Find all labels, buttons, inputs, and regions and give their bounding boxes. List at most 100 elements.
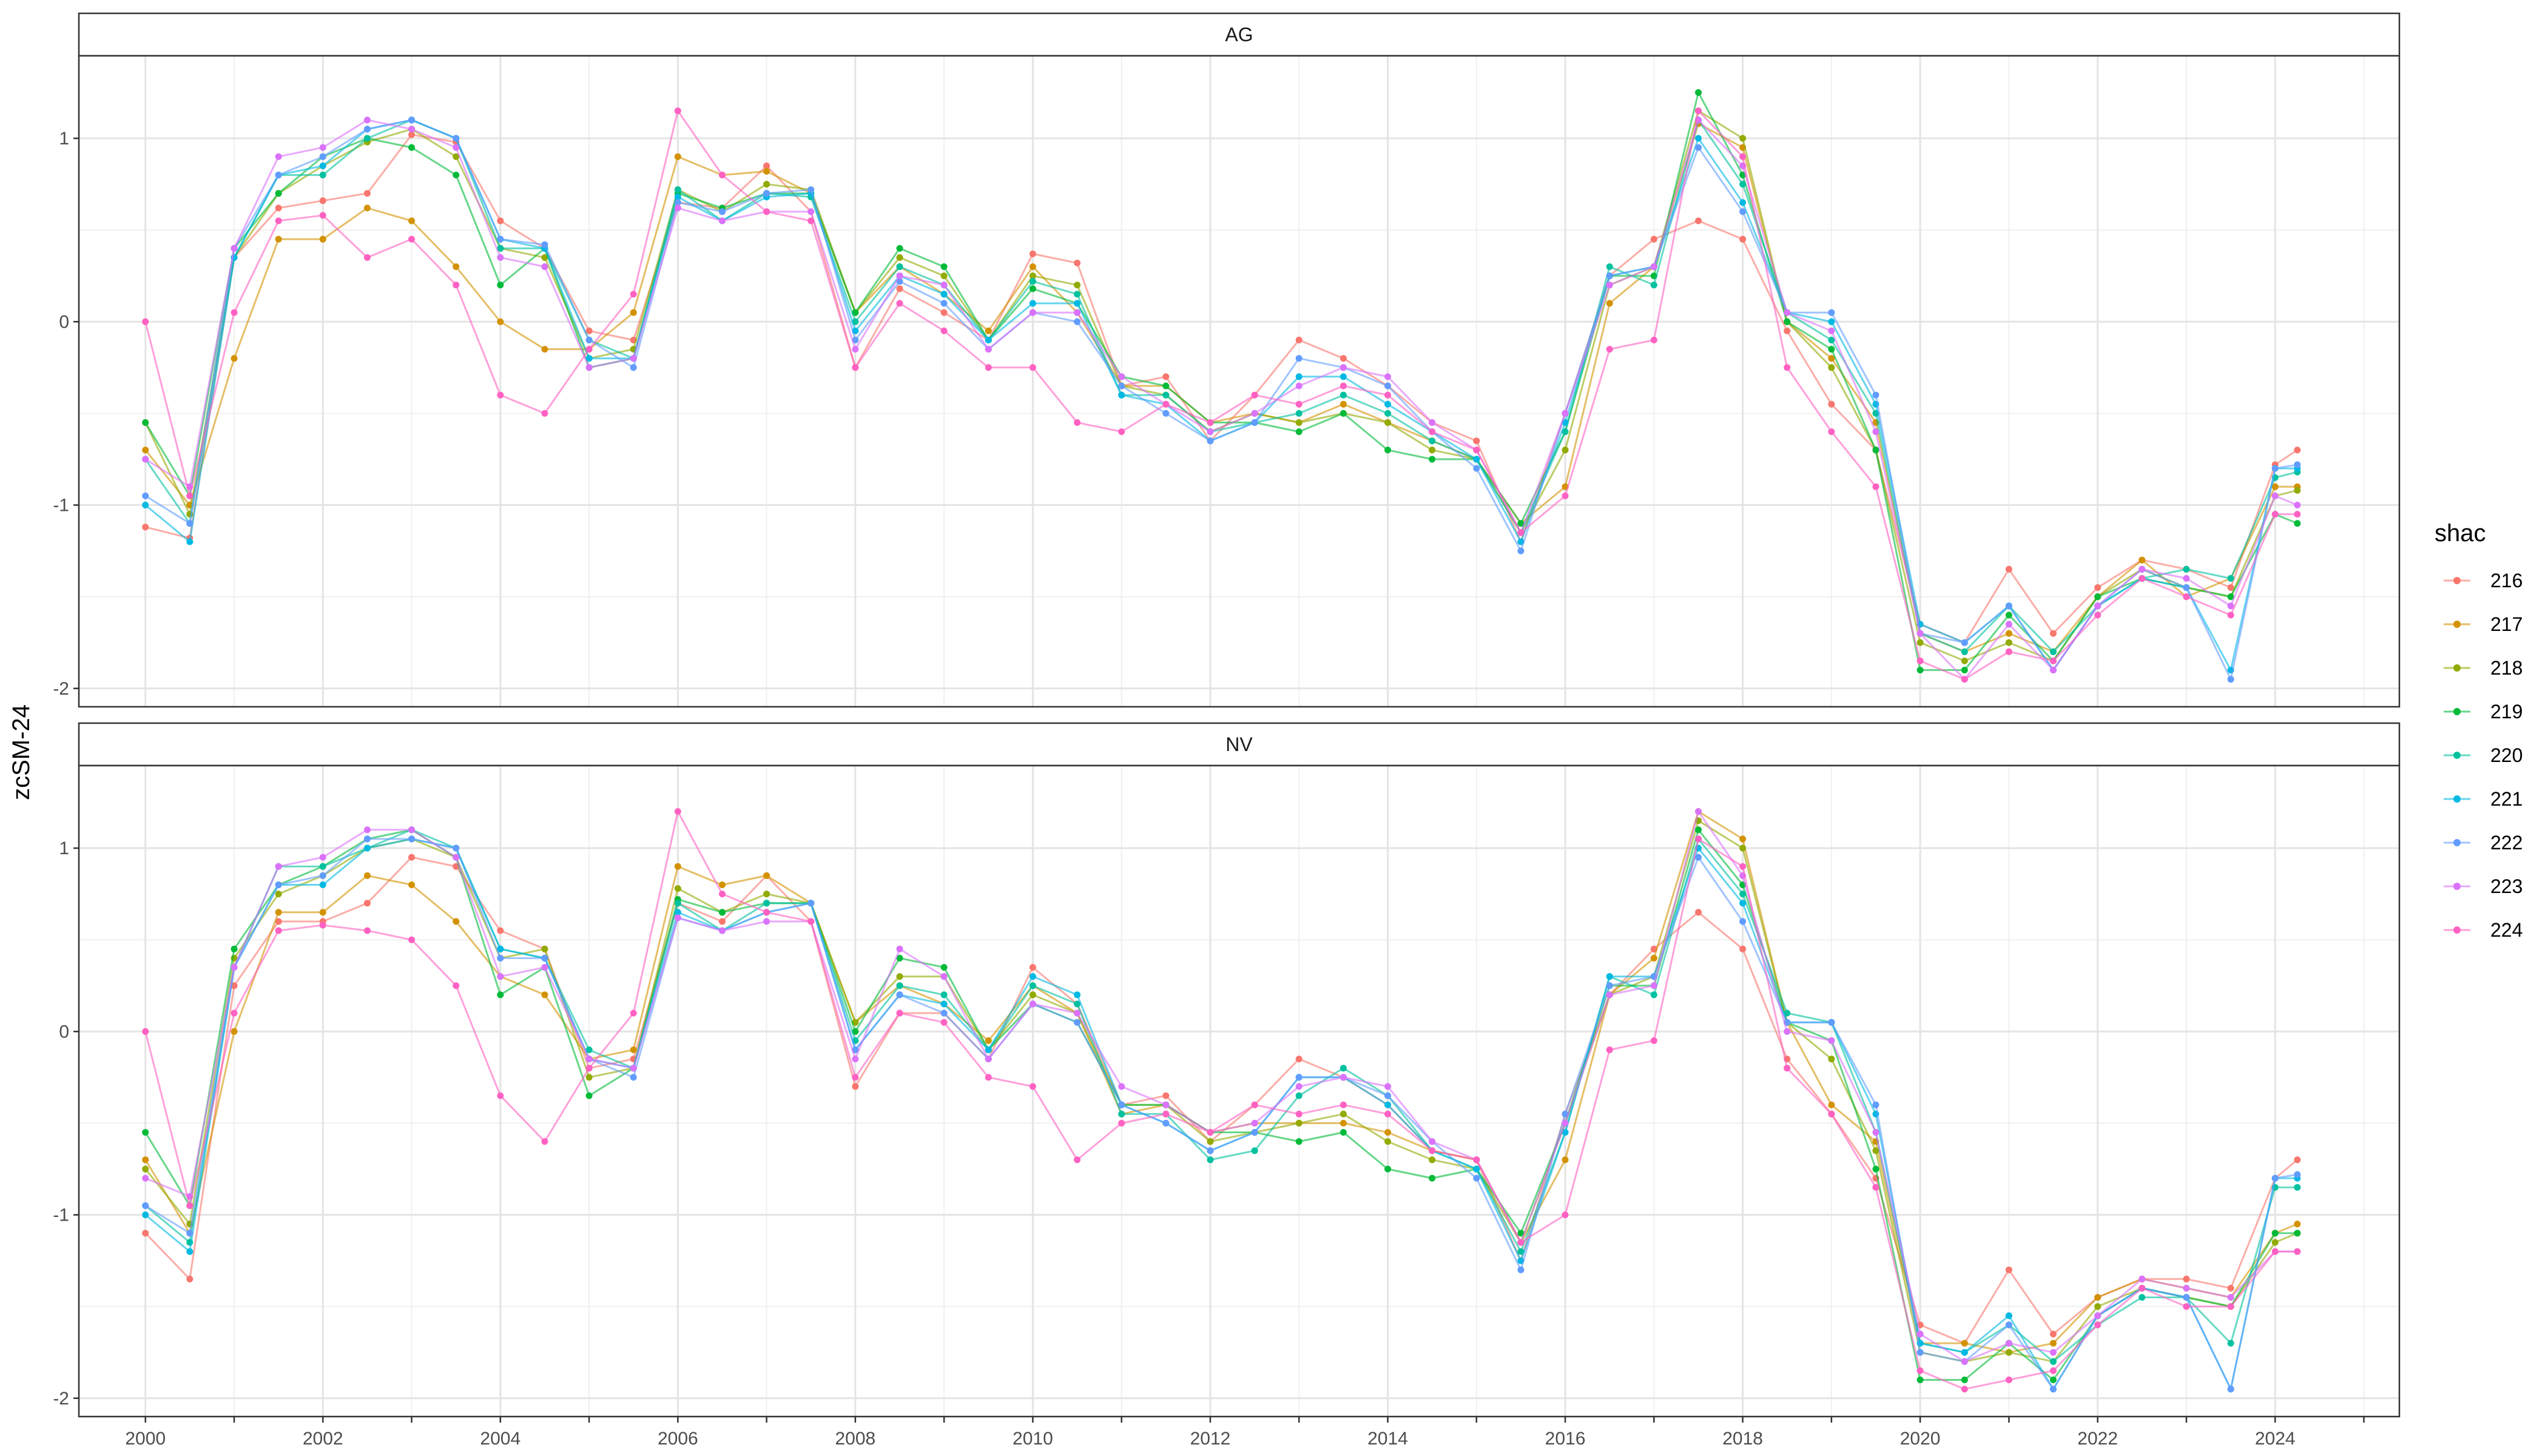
data-point <box>453 153 460 160</box>
data-point <box>1295 1092 1303 1099</box>
data-point <box>940 1009 948 1017</box>
data-point <box>585 1056 593 1063</box>
data-point <box>1295 419 1303 426</box>
data-point <box>541 254 548 261</box>
data-point <box>497 927 504 934</box>
legend-label: 218 <box>2490 657 2523 679</box>
data-point <box>1872 483 1879 490</box>
data-point <box>807 900 815 907</box>
data-point <box>497 973 504 980</box>
data-point <box>1074 300 1081 307</box>
data-point <box>1650 991 1657 999</box>
data-point <box>1340 373 1347 380</box>
data-point <box>674 199 681 206</box>
data-point <box>1517 1266 1525 1273</box>
data-point <box>630 355 637 362</box>
data-point <box>585 1065 593 1072</box>
x-tick-label: 2000 <box>125 1429 166 1449</box>
data-point <box>1384 1110 1391 1117</box>
x-tick-label: 2020 <box>1900 1429 1941 1449</box>
data-point <box>2138 565 2146 573</box>
data-point <box>1074 318 1081 325</box>
data-point <box>1384 447 1391 454</box>
data-point <box>2050 648 2057 655</box>
data-point <box>363 190 371 197</box>
data-point <box>1828 309 1835 316</box>
data-point <box>2094 1321 2101 1329</box>
data-point <box>2227 1386 2234 1393</box>
data-point <box>719 891 726 898</box>
data-point <box>674 153 681 160</box>
data-point <box>1828 1110 1835 1117</box>
data-point <box>1251 1147 1258 1154</box>
data-point <box>2227 602 2234 610</box>
data-point <box>1828 364 1835 371</box>
data-point <box>363 826 371 834</box>
x-tick-label: 2016 <box>1545 1429 1586 1449</box>
data-point <box>541 945 548 952</box>
data-point <box>1295 1138 1303 1145</box>
data-point <box>985 1056 992 1063</box>
data-point <box>142 1175 149 1182</box>
data-point <box>1162 1101 1170 1108</box>
data-point <box>1074 1156 1081 1164</box>
data-point <box>719 217 726 224</box>
panel-border <box>78 764 2401 1418</box>
data-point <box>1784 327 1791 334</box>
data-point <box>1916 1377 1924 1383</box>
data-point <box>985 1037 992 1044</box>
data-point <box>1207 1147 1214 1154</box>
data-point <box>1074 1009 1081 1017</box>
data-point <box>940 964 948 971</box>
data-point <box>1916 1367 1924 1374</box>
data-point <box>142 1230 149 1237</box>
data-point <box>319 863 326 870</box>
data-point <box>1384 1092 1391 1099</box>
data-point <box>1340 391 1347 399</box>
data-point <box>275 918 282 925</box>
data-point <box>896 982 903 989</box>
data-point <box>497 244 504 252</box>
data-point <box>1118 373 1125 380</box>
data-point <box>363 204 371 212</box>
data-point <box>1872 1129 1879 1136</box>
legend-item-216: 216 <box>2444 570 2523 592</box>
data-point <box>2271 492 2279 499</box>
data-point <box>1029 278 1036 285</box>
x-tick-label: 2022 <box>2077 1429 2118 1449</box>
data-point <box>275 927 282 934</box>
data-point <box>940 272 948 280</box>
data-point <box>1118 1101 1125 1108</box>
data-point <box>2050 630 2057 637</box>
data-point <box>1650 235 1657 243</box>
data-point <box>2271 483 2279 490</box>
data-point <box>186 1275 194 1282</box>
data-point <box>1207 1138 1214 1145</box>
legend-item-219: 219 <box>2444 701 2523 723</box>
data-point <box>674 186 681 194</box>
x-tick-label: 2018 <box>1722 1429 1763 1449</box>
data-point <box>408 217 415 224</box>
data-point <box>2094 602 2101 610</box>
data-point <box>408 144 415 151</box>
data-point <box>275 172 282 178</box>
data-point <box>231 945 238 952</box>
series-line <box>144 119 2298 653</box>
data-point <box>1695 854 1702 861</box>
data-point <box>1606 982 1613 989</box>
data-point <box>186 520 194 527</box>
data-point <box>363 927 371 934</box>
data-point <box>1074 1000 1081 1008</box>
data-point <box>1340 382 1347 389</box>
data-point <box>674 900 681 907</box>
data-point <box>2294 520 2301 527</box>
data-point <box>1695 826 1702 834</box>
data-point <box>497 235 504 243</box>
data-point <box>2005 630 2012 637</box>
data-point <box>319 872 326 879</box>
data-point <box>319 197 326 204</box>
data-point <box>1695 144 1702 151</box>
data-point <box>1872 391 1879 399</box>
data-point <box>940 973 948 980</box>
data-point <box>408 826 415 834</box>
